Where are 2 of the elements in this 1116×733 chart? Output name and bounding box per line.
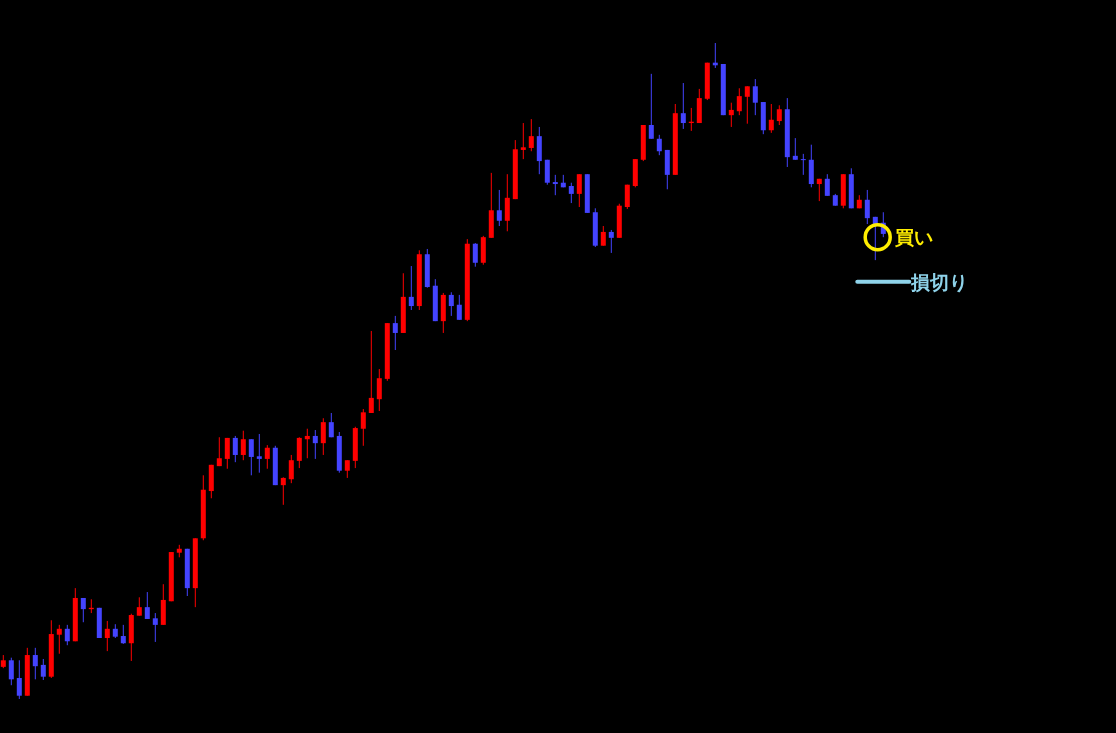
ref-line-label: 損切り <box>910 270 969 293</box>
text: 買い <box>893 226 933 249</box>
